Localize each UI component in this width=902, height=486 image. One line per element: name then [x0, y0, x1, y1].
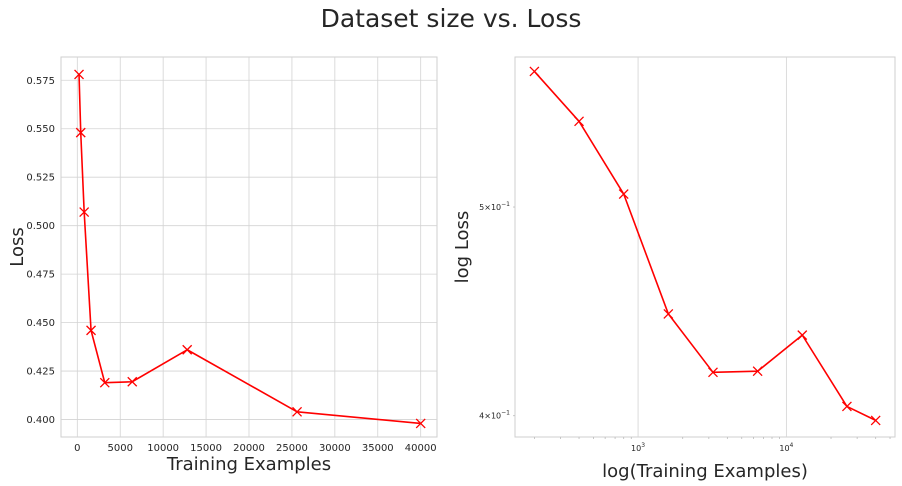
x-axis-label: log(Training Examples)	[602, 461, 808, 482]
x-axis-label: Training Examples	[166, 454, 331, 475]
x-tick-label: 103	[631, 442, 645, 453]
y-tick-label: 0.525	[26, 173, 55, 184]
left-chart: 0 5000 10000 15000 20000 25000 30000 35000 40000…	[7, 57, 437, 475]
x-tick-label: 10000	[147, 443, 179, 454]
x-tick-label: 20000	[233, 443, 265, 454]
x-tick-label: 0	[74, 443, 80, 454]
y-tick-label: 0.475	[26, 270, 55, 281]
x-tick-label: 40000	[405, 443, 437, 454]
x-tick-label: 15000	[190, 443, 222, 454]
x-tick-label: 30000	[319, 443, 351, 454]
x-tick-label: 35000	[362, 443, 394, 454]
y-tick-label: 0.400	[26, 415, 55, 426]
figure-title: Dataset size vs. Loss	[321, 4, 582, 33]
x-tick-label: 5000	[108, 443, 133, 454]
y-tick-label: 4×10−1	[479, 410, 510, 421]
x-tick-label: 25000	[276, 443, 308, 454]
y-tick-label: 0.575	[26, 76, 55, 87]
y-axis-label: log Loss	[452, 211, 473, 284]
x-tick-label: 104	[779, 442, 793, 453]
y-tick-label: 0.450	[26, 318, 55, 329]
y-tick-label: 5×10−1	[479, 201, 510, 212]
right-chart: 103 104 4×10−1 5×10−1 log(Training Examples)…	[452, 57, 895, 482]
y-axis-label: Loss	[7, 227, 28, 266]
y-tick-label: 0.550	[26, 124, 55, 135]
y-tick-label: 0.500	[26, 221, 55, 232]
y-tick-label: 0.425	[26, 367, 55, 378]
